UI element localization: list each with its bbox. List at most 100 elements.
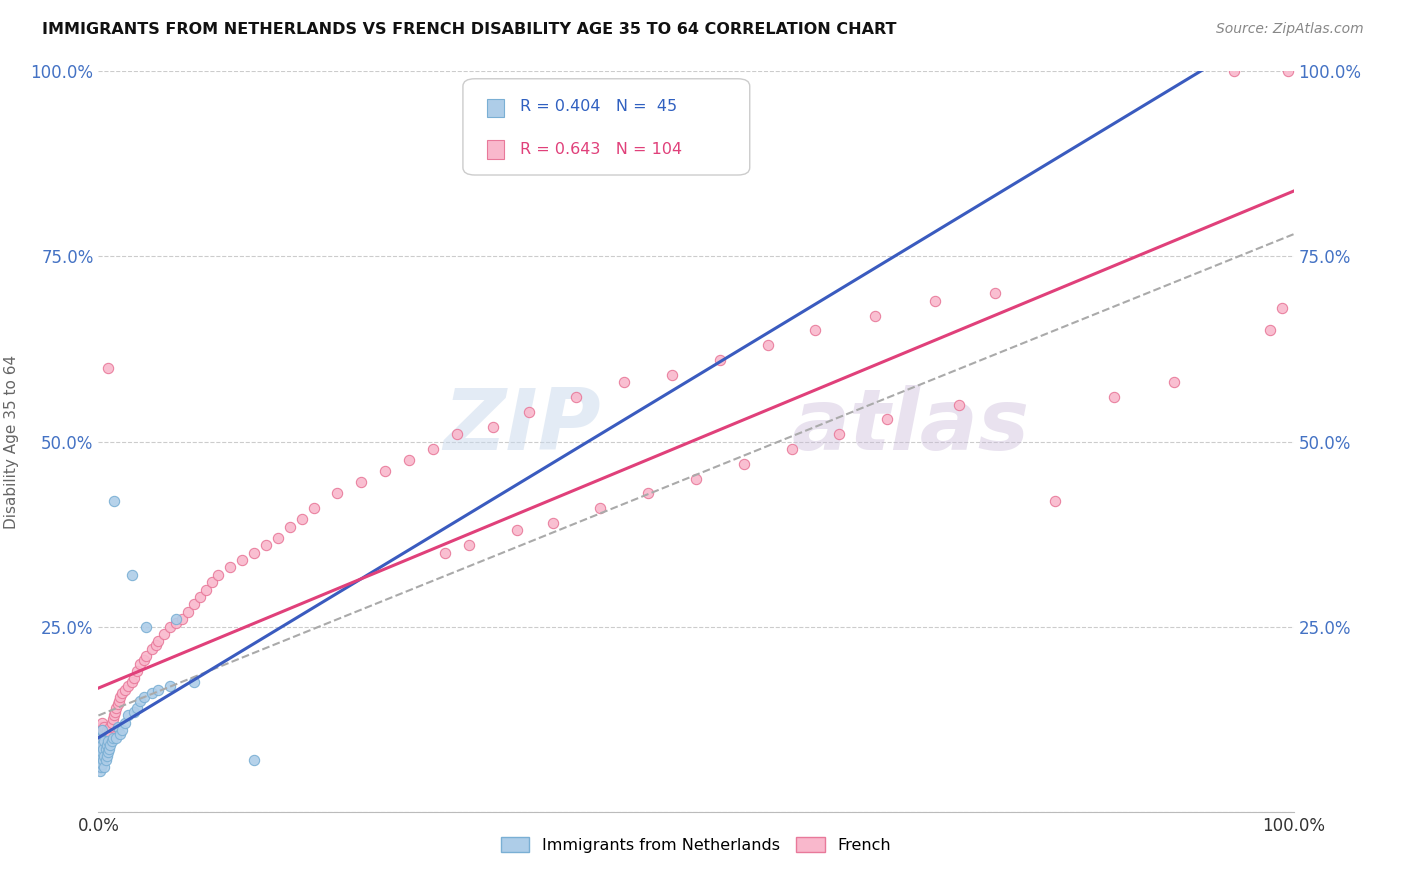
Point bbox=[326, 486, 349, 500]
Point bbox=[267, 531, 290, 545]
Point bbox=[117, 679, 139, 693]
Point bbox=[231, 553, 253, 567]
Point bbox=[1043, 493, 1066, 508]
Point bbox=[89, 741, 111, 756]
Point bbox=[685, 471, 707, 485]
Point bbox=[96, 734, 118, 748]
Point bbox=[104, 705, 127, 719]
Point bbox=[89, 723, 111, 738]
Point bbox=[90, 731, 112, 745]
Point bbox=[541, 516, 564, 530]
Point bbox=[93, 760, 115, 774]
Point bbox=[105, 731, 128, 745]
Point bbox=[129, 657, 152, 671]
Bar bbox=[486, 140, 503, 159]
Point bbox=[1277, 64, 1299, 78]
Point bbox=[201, 575, 224, 590]
Point bbox=[195, 582, 218, 597]
Point bbox=[291, 512, 314, 526]
Point bbox=[481, 419, 505, 434]
Text: ZIP: ZIP bbox=[443, 385, 600, 468]
Point bbox=[94, 727, 117, 741]
Point bbox=[91, 734, 114, 748]
Point bbox=[114, 715, 136, 730]
Point bbox=[243, 753, 266, 767]
Point bbox=[96, 749, 118, 764]
Point bbox=[114, 682, 136, 697]
Point bbox=[90, 741, 112, 756]
Point bbox=[89, 756, 111, 771]
Point bbox=[506, 524, 529, 538]
Point bbox=[613, 376, 636, 390]
Point bbox=[90, 749, 112, 764]
Point bbox=[124, 705, 146, 719]
Point bbox=[148, 634, 170, 648]
Text: R = 0.404   N =  45: R = 0.404 N = 45 bbox=[520, 99, 678, 114]
Point bbox=[183, 675, 205, 690]
Point bbox=[91, 715, 114, 730]
Point bbox=[125, 701, 148, 715]
Point bbox=[121, 675, 143, 690]
Point bbox=[804, 324, 827, 338]
Point bbox=[302, 501, 325, 516]
Point bbox=[98, 720, 122, 734]
Point bbox=[101, 712, 124, 726]
FancyBboxPatch shape bbox=[463, 78, 749, 175]
Point bbox=[93, 734, 115, 748]
Point bbox=[91, 741, 114, 756]
Point bbox=[129, 694, 152, 708]
Point bbox=[111, 723, 134, 738]
Point bbox=[984, 286, 1007, 301]
Point bbox=[446, 427, 468, 442]
Point bbox=[434, 546, 457, 560]
Point bbox=[398, 453, 420, 467]
Point bbox=[93, 720, 115, 734]
Point bbox=[91, 746, 114, 760]
Point bbox=[661, 368, 683, 382]
Point bbox=[93, 741, 115, 756]
Point bbox=[117, 708, 139, 723]
Point bbox=[108, 690, 131, 704]
Point bbox=[91, 753, 114, 767]
Point bbox=[219, 560, 242, 574]
Point bbox=[145, 638, 167, 652]
Text: IMMIGRANTS FROM NETHERLANDS VS FRENCH DISABILITY AGE 35 TO 64 CORRELATION CHART: IMMIGRANTS FROM NETHERLANDS VS FRENCH DI… bbox=[42, 22, 897, 37]
Point bbox=[98, 738, 122, 752]
Point bbox=[243, 546, 266, 560]
Point bbox=[91, 756, 114, 771]
Point bbox=[108, 727, 131, 741]
Point bbox=[90, 760, 112, 774]
Point bbox=[159, 679, 181, 693]
Point bbox=[172, 612, 194, 626]
Point bbox=[89, 749, 111, 764]
Point bbox=[87, 760, 110, 774]
Point bbox=[278, 519, 301, 533]
Point bbox=[780, 442, 803, 456]
Point bbox=[93, 749, 115, 764]
Point bbox=[97, 731, 120, 745]
Point bbox=[637, 486, 659, 500]
Point bbox=[98, 723, 121, 738]
Point bbox=[91, 749, 114, 764]
Point bbox=[132, 690, 155, 704]
Point bbox=[709, 353, 731, 368]
Point bbox=[458, 538, 481, 552]
Point bbox=[1104, 390, 1126, 404]
Point bbox=[89, 753, 111, 767]
Point bbox=[90, 753, 112, 767]
Point bbox=[107, 720, 129, 734]
Point bbox=[98, 741, 121, 756]
Point bbox=[135, 649, 157, 664]
Point bbox=[94, 738, 117, 752]
Point bbox=[948, 398, 970, 412]
Point bbox=[91, 738, 114, 752]
Point bbox=[132, 653, 155, 667]
Point bbox=[121, 567, 143, 582]
Point bbox=[97, 734, 120, 748]
Point bbox=[756, 338, 779, 352]
Point bbox=[105, 701, 128, 715]
Point bbox=[97, 746, 120, 760]
Point bbox=[91, 746, 114, 760]
Point bbox=[107, 698, 129, 712]
Point bbox=[94, 741, 117, 756]
